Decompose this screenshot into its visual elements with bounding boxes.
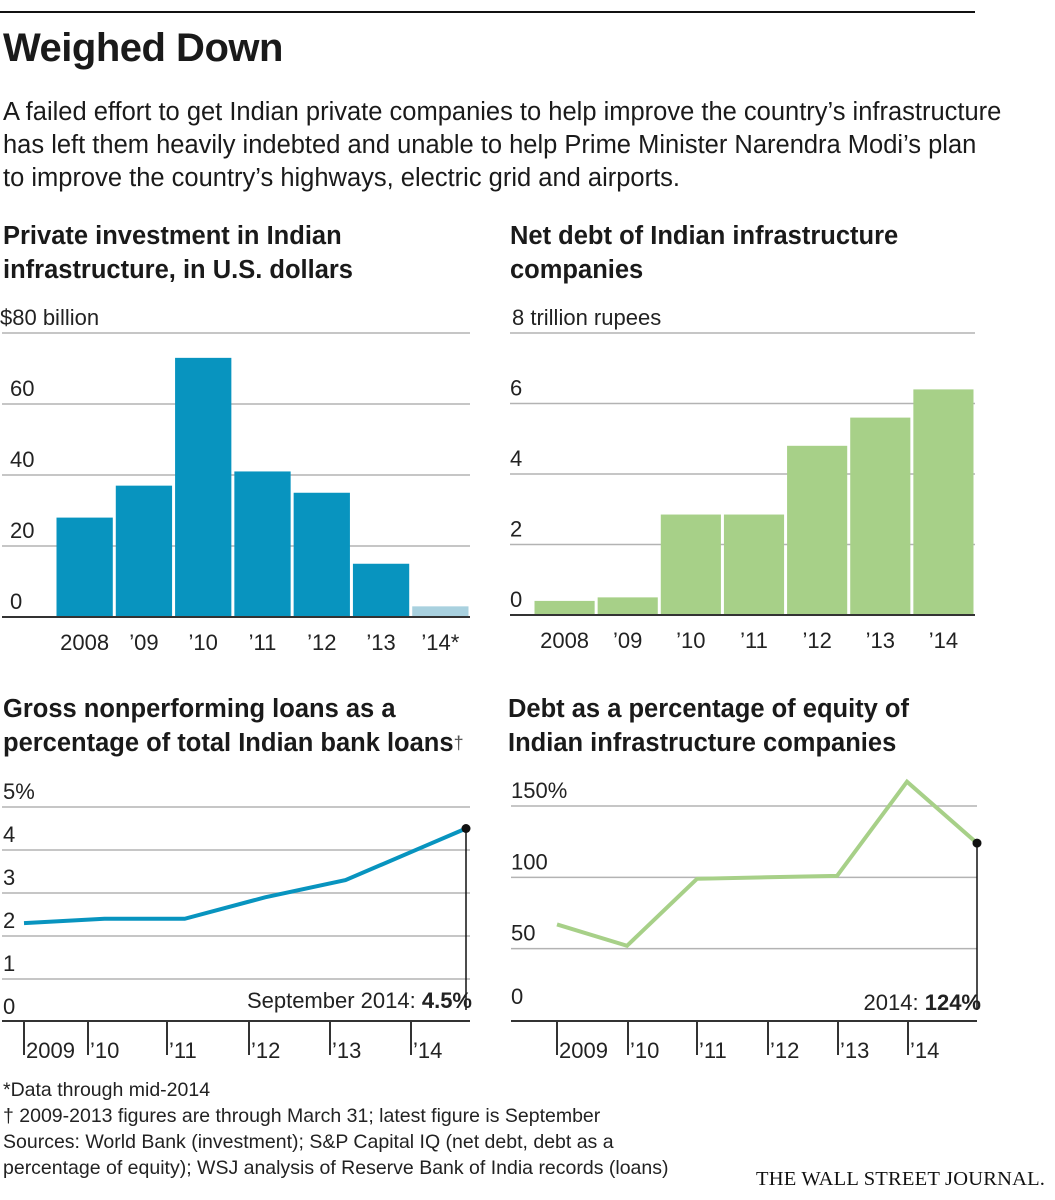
y-tick-label: 20 <box>10 518 34 543</box>
y-tick-label: 4 <box>510 446 522 471</box>
bar <box>293 492 350 617</box>
annotation-text: 2014: 124% <box>864 990 981 1015</box>
bar <box>723 514 785 615</box>
x-tick-label: ’13 <box>332 1038 361 1063</box>
investment-chart-title: Private investment in Indian infrastruct… <box>3 222 353 284</box>
y-tick-label: 40 <box>10 447 34 472</box>
x-tick-label: ’12 <box>307 630 336 655</box>
sources-line-2: percentage of equity); WSJ analysis of R… <box>3 1157 669 1179</box>
annotation-text: September 2014: 4.5% <box>247 988 472 1013</box>
x-tick-label: ’14 <box>910 1038 939 1063</box>
x-tick-label: 2009 <box>559 1038 608 1063</box>
bar <box>787 445 848 615</box>
annotation-value: 4.5% <box>422 988 472 1013</box>
footnote-star: *Data through mid-2014 <box>3 1079 211 1101</box>
bar <box>352 563 410 617</box>
footnote-dagger: † 2009-2013 figures are through March 31… <box>3 1105 601 1127</box>
y-tick-label: 6 <box>510 376 522 401</box>
bar <box>534 600 595 615</box>
annotation-label: 2014: <box>864 990 925 1015</box>
bar <box>850 417 911 615</box>
intro-text: A failed effort to get Indian private co… <box>3 98 1002 192</box>
x-tick-label: 2009 <box>26 1038 75 1063</box>
y-tick-label: 0 <box>511 984 523 1009</box>
bar <box>660 514 721 615</box>
y-tick-label: 150% <box>511 778 567 803</box>
bar <box>56 517 113 617</box>
unit-label: 8 trillion rupees <box>512 305 661 330</box>
net-debt-chart: 8 trillion rupees 6 4 2 0 2008 ’09 ’10 ’11 ’12 ’13… <box>510 305 975 653</box>
bar <box>175 357 232 617</box>
x-tick-label: ’10 <box>676 628 705 653</box>
footnotes: *Data through mid-2014 † 2009-2013 figur… <box>3 1077 669 1181</box>
annotation-label: September 2014: <box>247 988 422 1013</box>
top-rule <box>0 11 975 13</box>
y-tick-label: 1 <box>3 951 15 976</box>
x-tick-label: ’11 <box>169 1038 197 1063</box>
end-point-marker <box>972 838 982 848</box>
x-tick-label: ’14 <box>929 628 958 653</box>
y-tick-label: 2 <box>510 517 522 542</box>
x-tick-label: 2008 <box>60 630 109 655</box>
x-tick-label: 2008 <box>540 628 589 653</box>
y-tick-label: 4 <box>3 822 15 847</box>
y-tick-label: 50 <box>511 921 535 946</box>
series-line <box>23 826 467 926</box>
y-tick-label: 0 <box>10 589 22 614</box>
x-tick-label: ’12 <box>802 628 831 653</box>
annotation-value: 124% <box>925 990 981 1015</box>
dagger-mark: † <box>453 733 464 753</box>
y-tick-label: 5% <box>3 779 35 804</box>
end-point-marker <box>461 824 471 833</box>
x-tick-label: ’14* <box>421 630 459 655</box>
debt-equity-chart: 150% 100 50 0 2009 ’10 ’11 ’12 ’13 ’14 2014: 124% <box>511 778 982 1063</box>
y-tick-label: 60 <box>10 376 34 401</box>
y-tick-label: 2 <box>3 908 15 933</box>
unit-label: $80 billion <box>0 305 99 330</box>
x-tick-label: ’12 <box>770 1038 799 1063</box>
y-tick-label: 3 <box>3 865 15 890</box>
bar <box>412 606 469 617</box>
npl-chart: 5% 4 3 2 1 0 2009 ’10 ’11 ’12 ’13 ’14 September 2014… <box>2 779 472 1063</box>
x-tick-label: ’13 <box>840 1038 869 1063</box>
x-tick-label: ’09 <box>613 628 642 653</box>
debt-equity-chart-title: Debt as a percentage of equity of Indian… <box>508 695 910 757</box>
x-tick-label: ’11 <box>740 628 768 653</box>
investment-chart: $80 billion 60 40 20 0 2008 ’09 ’10 ’11 ’12 ’13 ’14… <box>0 305 470 655</box>
series-line <box>556 778 979 949</box>
bar <box>913 389 974 615</box>
bar <box>597 597 658 615</box>
x-tick-label: ’11 <box>699 1038 727 1063</box>
x-tick-label: ’10 <box>630 1038 659 1063</box>
y-tick-label: 100 <box>511 849 548 874</box>
x-tick-label: ’09 <box>129 630 158 655</box>
bar <box>234 471 291 617</box>
bar <box>115 485 173 617</box>
sources-line-1: Sources: World Bank (investment); S&P Ca… <box>3 1131 614 1153</box>
x-tick-label: ’11 <box>249 630 277 655</box>
x-tick-label: ’12 <box>251 1038 280 1063</box>
wsj-logo: THE WALL STREET JOURNAL. <box>756 1168 1046 1190</box>
x-tick-label: ’13 <box>366 630 395 655</box>
y-tick-label: 0 <box>3 994 15 1019</box>
y-tick-label: 0 <box>510 587 522 612</box>
npl-chart-title-text: Gross nonperforming loans as a percentag… <box>3 695 454 757</box>
page-title: Weighed Down <box>3 26 283 70</box>
x-tick-label: ’13 <box>866 628 895 653</box>
net-debt-chart-title: Net debt of Indian infrastructure compan… <box>510 222 899 284</box>
x-tick-label: ’14 <box>413 1038 442 1063</box>
x-tick-label: ’10 <box>90 1038 119 1063</box>
x-tick-label: ’10 <box>189 630 218 655</box>
npl-chart-title: Gross nonperforming loans as a percentag… <box>3 692 503 760</box>
